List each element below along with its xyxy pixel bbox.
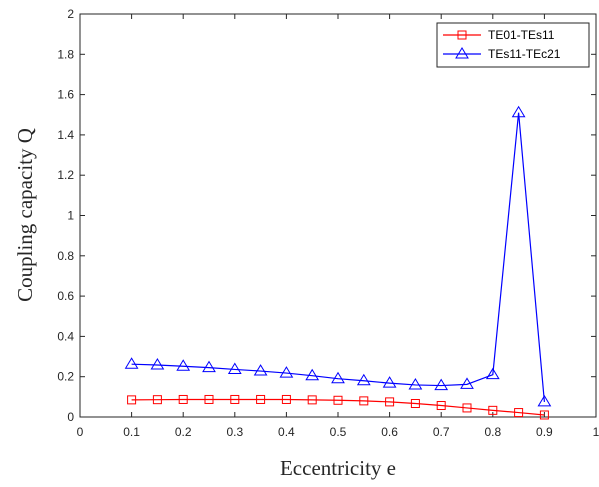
data-point bbox=[204, 394, 214, 404]
legend-label: TE01-TEs11 bbox=[488, 28, 555, 42]
data-point bbox=[150, 358, 165, 370]
y-tick-label: 0.6 bbox=[57, 289, 74, 303]
x-tick-label: 1 bbox=[593, 425, 599, 439]
data-point bbox=[436, 401, 446, 411]
data-point bbox=[408, 377, 423, 390]
data-point bbox=[539, 410, 549, 420]
data-point bbox=[488, 405, 498, 415]
data-point bbox=[152, 395, 162, 405]
data-point bbox=[227, 362, 242, 374]
y-axis: 0 0.2 0.4 0.6 0.8 1 1.2 1.4 1.6 1.8 2 bbox=[57, 7, 596, 424]
x-tick-label: 0.9 bbox=[536, 425, 553, 439]
data-point bbox=[356, 373, 371, 386]
data-point bbox=[178, 394, 188, 404]
y-tick-label: 0.4 bbox=[57, 329, 74, 343]
y-tick-label: 1.2 bbox=[57, 168, 74, 182]
data-point bbox=[307, 395, 317, 405]
legend: TE01-TEs11 TEs11-TEc21 bbox=[436, 22, 590, 68]
legend-marker bbox=[455, 47, 469, 59]
data-point bbox=[333, 395, 343, 405]
x-axis: 0 0.1 0.2 0.3 0.4 0.5 0.6 0.7 0.8 0.9 1 bbox=[77, 14, 599, 439]
data-point bbox=[537, 394, 552, 407]
x-tick-label: 0.5 bbox=[330, 425, 347, 439]
x-tick-label: 0.8 bbox=[484, 425, 501, 439]
data-point bbox=[281, 394, 291, 404]
data-point bbox=[410, 398, 420, 408]
series-1 bbox=[127, 394, 549, 420]
data-point bbox=[385, 397, 395, 407]
data-point bbox=[359, 396, 369, 406]
y-tick-label: 1.4 bbox=[57, 128, 74, 142]
x-tick-label: 0.7 bbox=[433, 425, 450, 439]
legend-marker bbox=[457, 30, 467, 40]
y-tick-label: 1.6 bbox=[57, 88, 74, 102]
data-point bbox=[176, 359, 191, 371]
y-tick-label: 1.8 bbox=[57, 47, 74, 61]
data-point bbox=[331, 371, 345, 384]
x-tick-label: 0 bbox=[77, 425, 84, 439]
y-tick-label: 0 bbox=[67, 410, 74, 424]
data-point bbox=[434, 378, 449, 391]
data-point bbox=[279, 366, 294, 378]
x-tick-label: 0.2 bbox=[175, 425, 192, 439]
y-axis-title: Coupling capacity Q bbox=[13, 128, 37, 302]
data-point bbox=[514, 408, 524, 418]
y-tick-label: 0.2 bbox=[57, 370, 74, 384]
series-line bbox=[131, 112, 545, 402]
x-tick-label: 0.1 bbox=[123, 425, 140, 439]
series-layer bbox=[124, 105, 552, 420]
plot-area bbox=[79, 13, 597, 418]
data-point bbox=[460, 377, 474, 389]
legend-box bbox=[436, 22, 590, 68]
x-tick-label: 0.6 bbox=[381, 425, 398, 439]
y-tick-label: 0.8 bbox=[57, 249, 74, 263]
data-point bbox=[305, 368, 320, 381]
data-point bbox=[462, 403, 472, 413]
data-point bbox=[253, 364, 268, 376]
series-2 bbox=[124, 105, 552, 407]
x-axis-title: Eccentricity e bbox=[280, 456, 396, 480]
data-point bbox=[511, 105, 526, 118]
legend-label: TEs11-TEc21 bbox=[488, 47, 561, 61]
series-line bbox=[131, 398, 545, 416]
data-point bbox=[485, 367, 500, 380]
data-point bbox=[382, 376, 397, 388]
y-tick-label: 1 bbox=[67, 209, 74, 223]
data-point bbox=[256, 394, 266, 404]
x-tick-label: 0.4 bbox=[278, 425, 295, 439]
data-point bbox=[127, 395, 137, 405]
data-point bbox=[124, 357, 139, 369]
x-tick-label: 0.3 bbox=[226, 425, 243, 439]
data-point bbox=[202, 360, 216, 373]
data-point bbox=[230, 394, 240, 404]
y-tick-label: 2 bbox=[67, 7, 74, 21]
